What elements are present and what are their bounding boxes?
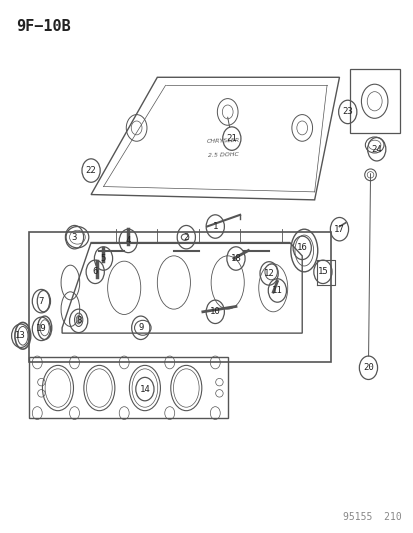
Text: 24: 24 xyxy=(370,145,381,154)
Text: 10: 10 xyxy=(209,308,220,316)
Ellipse shape xyxy=(76,316,81,324)
Text: 2: 2 xyxy=(183,233,188,241)
Text: 7: 7 xyxy=(39,297,44,305)
Text: 22: 22 xyxy=(85,166,96,175)
Text: 9: 9 xyxy=(138,324,143,332)
Text: 8: 8 xyxy=(76,317,81,325)
Text: 19: 19 xyxy=(36,325,47,333)
Text: 9F−10B: 9F−10B xyxy=(17,19,71,34)
Text: 17: 17 xyxy=(333,225,344,233)
Text: 16: 16 xyxy=(296,244,307,252)
Bar xyxy=(349,69,399,133)
Text: 3: 3 xyxy=(72,233,77,241)
Text: 13: 13 xyxy=(15,332,26,340)
Bar xyxy=(29,232,330,362)
Text: 20: 20 xyxy=(362,364,373,372)
Text: 6: 6 xyxy=(93,268,97,276)
Text: 2.5 DOHC: 2.5 DOHC xyxy=(208,151,238,158)
Text: 1: 1 xyxy=(212,222,217,231)
Text: CHRYSLER: CHRYSLER xyxy=(206,138,240,144)
Text: 14: 14 xyxy=(139,385,150,393)
Text: 95155  210: 95155 210 xyxy=(342,512,401,522)
Text: 5: 5 xyxy=(101,254,106,263)
Text: 4: 4 xyxy=(126,237,131,245)
Text: 18: 18 xyxy=(230,254,241,263)
Text: 11: 11 xyxy=(271,286,282,295)
Text: 21: 21 xyxy=(226,134,237,143)
Text: 23: 23 xyxy=(342,108,352,116)
Text: 12: 12 xyxy=(263,269,274,278)
Text: 15: 15 xyxy=(317,268,328,276)
